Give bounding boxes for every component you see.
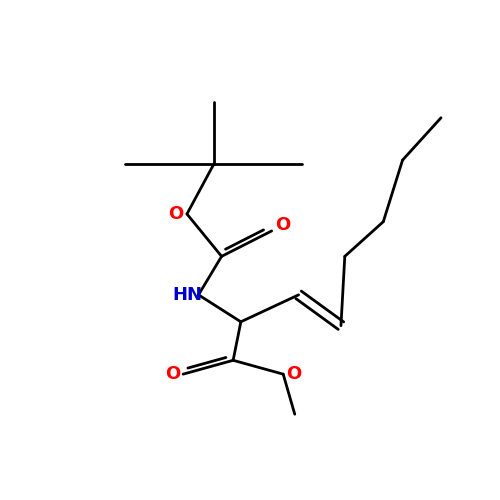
Text: O: O [168, 205, 184, 223]
Text: HN: HN [172, 286, 203, 304]
Text: O: O [286, 365, 302, 383]
Text: O: O [164, 365, 180, 383]
Text: O: O [275, 216, 290, 234]
